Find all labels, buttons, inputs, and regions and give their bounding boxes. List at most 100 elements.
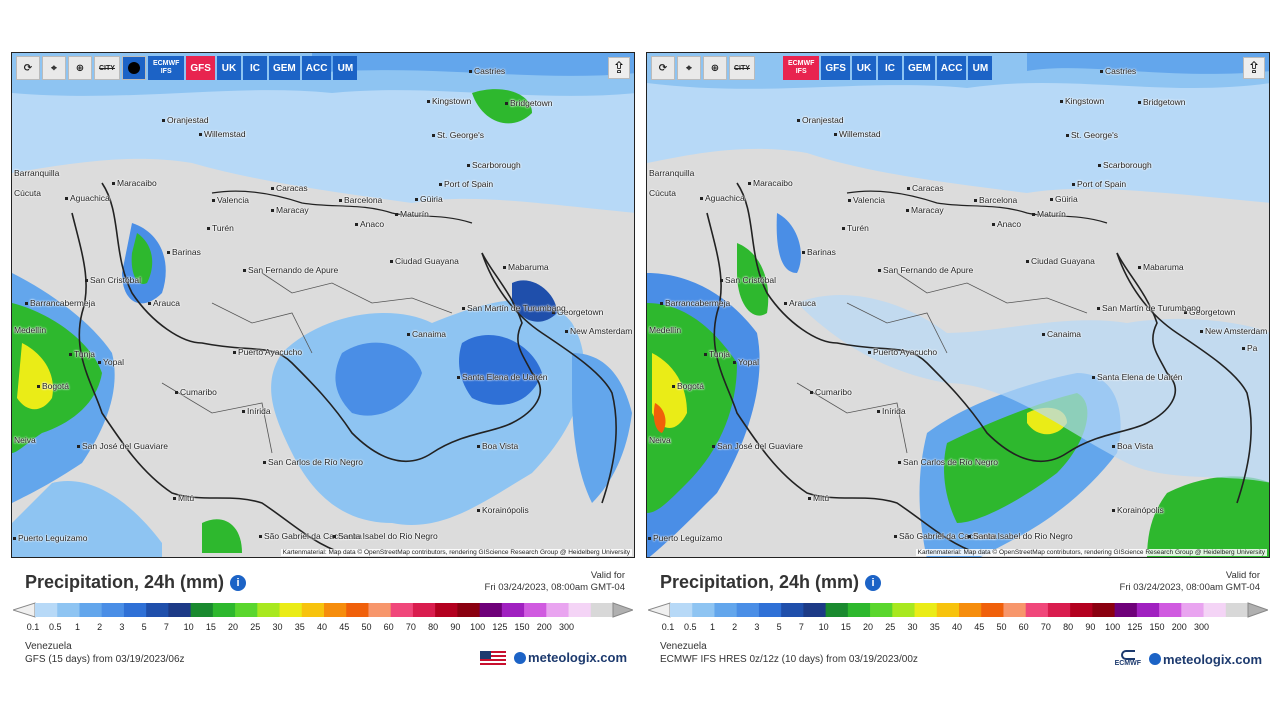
location-pin-icon[interactable]: ⌖ xyxy=(677,56,701,80)
title-text: Precipitation, 24h (mm) xyxy=(25,572,225,592)
model-acc[interactable]: ACC xyxy=(301,56,332,80)
scale-swatch xyxy=(914,603,938,617)
model-gfs[interactable]: GFS xyxy=(821,56,850,80)
city-label: Bridgetown xyxy=(505,98,553,108)
ecmwf-logo-text: ECMWF xyxy=(1114,660,1142,667)
scale-ticks: 0.1 0.5 1 2 3 5 7 10 15 20 25 30 35 40 45 50 60 70 80 90 100… xyxy=(662,622,1246,634)
zoom-icon[interactable]: ⊕ xyxy=(68,56,92,80)
model-ecmwf-ifs[interactable]: ECMWF IFS xyxy=(782,56,820,80)
city-label: Arauca xyxy=(148,298,180,308)
city-label: Maracay xyxy=(906,205,944,215)
city-label: San Fernando de Apure xyxy=(242,265,339,275)
scale-tick-label: 70 xyxy=(405,622,416,632)
model-toolbar: ⟳ ⌖ ⊕ CITY ECMWF IFS GFS UK IC GEM ACC UM xyxy=(651,56,993,80)
model-acc[interactable]: ACC xyxy=(936,56,967,80)
city-label: St. George's xyxy=(1066,130,1118,140)
model-gem[interactable]: GEM xyxy=(268,56,300,80)
city-label: Boa Vista xyxy=(476,441,519,451)
model-ic[interactable]: IC xyxy=(242,56,267,80)
scale-swatch xyxy=(1159,603,1182,617)
city-label: Mitú xyxy=(172,493,195,503)
precipitation-map[interactable]: ⟳ ⌖ ⊕ CITY ECMWF IFS GFS UK IC GEM ACC UM… xyxy=(11,52,635,558)
city-label: Scarborough xyxy=(1098,160,1152,170)
scale-swatch xyxy=(825,603,849,617)
map-title: Precipitation, 24h (mm) i xyxy=(25,572,247,593)
city-label: Santa Isabel do Rio Negro xyxy=(968,531,1073,541)
brand-globe-icon xyxy=(1149,653,1162,665)
scale-tick-label: 90 xyxy=(450,622,461,632)
scale-swatch xyxy=(959,603,982,617)
valid-time: Valid for Fri 03/24/2023, 08:00am GMT-04 xyxy=(1120,570,1260,594)
scale-tick-label: 50 xyxy=(361,622,372,632)
city-label: Tunja xyxy=(704,349,730,359)
scale-swatch xyxy=(1047,603,1071,617)
city-label: Valencia xyxy=(848,195,885,205)
scale-swatch xyxy=(212,603,236,617)
city-label: Turén xyxy=(207,223,234,233)
share-icon[interactable]: ⇪ xyxy=(608,57,630,79)
scale-swatch xyxy=(1114,603,1138,617)
scale-tick-label: 40 xyxy=(316,622,328,632)
info-icon[interactable]: i xyxy=(865,574,882,591)
scale-swatch xyxy=(324,603,347,617)
city-label: Cumaribo xyxy=(810,387,852,397)
city-label: Aguachica xyxy=(65,193,110,203)
model-uk[interactable]: UK xyxy=(216,56,241,80)
info-icon[interactable]: i xyxy=(230,574,247,591)
model-gfs[interactable]: GFS xyxy=(186,56,215,80)
city-label: Santa Elena de Uairén xyxy=(457,372,548,382)
city-label: Mabaruma xyxy=(503,262,549,272)
location-pin-icon[interactable]: ⌖ xyxy=(42,56,66,80)
city-label: San Martín de Turumbang xyxy=(1097,303,1201,313)
reload-icon[interactable]: ⟳ xyxy=(651,56,675,80)
precipitation-map[interactable]: ⟳ ⌖ ⊕ CITY ECMWF IFS GFS UK IC GEM ACC UM… xyxy=(646,52,1270,558)
share-icon[interactable]: ⇪ xyxy=(1243,57,1265,79)
scale-tick-label: 7 xyxy=(163,622,169,632)
city-label: São Gabriel da Cachoeira xyxy=(894,531,997,541)
model-ecmwf-ifs[interactable]: ECMWF IFS xyxy=(147,56,185,80)
city-label: Barranquilla xyxy=(14,168,60,178)
model-ecmwf-line2: IFS xyxy=(160,68,172,75)
city-label: Oranjestad xyxy=(162,115,209,125)
scale-tick-label: 150 xyxy=(514,622,530,632)
scale-swatch xyxy=(101,603,125,617)
scale-tick-label: 15 xyxy=(205,622,216,632)
city-label: Cumaribo xyxy=(175,387,217,397)
city-label: Güiria xyxy=(415,194,443,204)
city-toggle-icon[interactable]: CITY xyxy=(729,56,755,80)
city-label: Barrancabermeja xyxy=(659,298,731,308)
scale-tick-label: 60 xyxy=(383,622,394,632)
scale-tick-label: 3 xyxy=(119,622,125,632)
zoom-icon[interactable]: ⊕ xyxy=(703,56,727,80)
city-toggle-icon[interactable]: CITY xyxy=(94,56,120,80)
model-um[interactable]: UM xyxy=(968,56,993,80)
model-um[interactable]: UM xyxy=(333,56,358,80)
brand-name[interactable]: meteologix.com xyxy=(1163,651,1262,667)
valid-value: Fri 03/24/2023, 08:00am GMT-04 xyxy=(484,582,625,593)
model-ic[interactable]: IC xyxy=(877,56,902,80)
scale-swatch xyxy=(568,603,592,617)
brand-name[interactable]: meteologix.com xyxy=(528,650,627,665)
reload-icon[interactable]: ⟳ xyxy=(16,56,40,80)
city-label: Scarborough xyxy=(467,160,521,170)
scale-tick-label: 150 xyxy=(1149,622,1165,632)
city-label: Inírida xyxy=(877,406,906,416)
city-label: Georgetown xyxy=(551,307,604,317)
ecmwf-logo: ECMWF xyxy=(1115,650,1141,668)
model-gem[interactable]: GEM xyxy=(903,56,935,80)
scale-arrow-right xyxy=(1247,602,1268,618)
city-label: Ciudad Guayana xyxy=(390,256,459,266)
model-uk[interactable]: UK xyxy=(851,56,876,80)
city-label: Boa Vista xyxy=(1111,441,1154,451)
city-label: Kingstown xyxy=(426,96,472,106)
scale-swatch xyxy=(1225,603,1249,617)
scale-swatch xyxy=(1203,603,1227,617)
city-label: Barcelona xyxy=(973,195,1018,205)
city-label: San Fernando de Apure xyxy=(877,265,974,275)
dot-icon[interactable] xyxy=(121,56,146,80)
scale-swatch xyxy=(123,603,147,617)
scale-swatch xyxy=(736,603,760,617)
map-panel-left: ⟳ ⌖ ⊕ CITY ECMWF IFS GFS UK IC GEM ACC UM… xyxy=(11,52,635,670)
color-scale xyxy=(648,602,1268,618)
model-toolbar: ⟳ ⌖ ⊕ CITY ECMWF IFS GFS UK IC GEM ACC UM xyxy=(16,56,358,80)
